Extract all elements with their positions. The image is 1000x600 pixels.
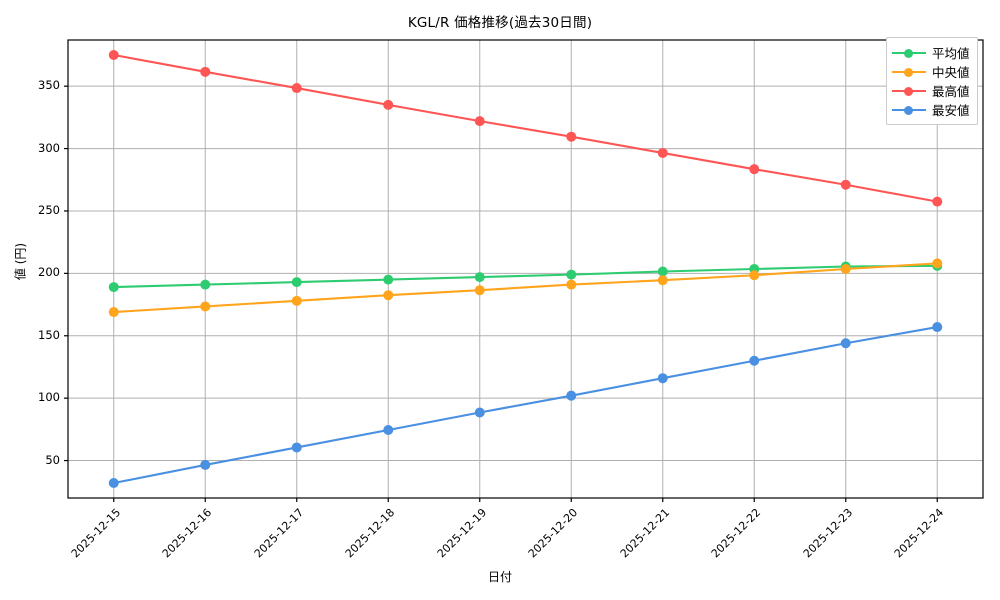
axis-tick-marks <box>64 85 938 502</box>
y-tick-label: 200 <box>38 265 60 280</box>
data-point-marker[interactable] <box>291 83 302 94</box>
data-point-marker[interactable] <box>749 164 760 175</box>
legend-item-2[interactable]: 最高値 <box>892 81 970 100</box>
data-point-marker[interactable] <box>108 307 119 318</box>
data-point-marker[interactable] <box>200 301 211 312</box>
data-point-marker[interactable] <box>932 322 943 333</box>
data-point-marker[interactable] <box>200 459 211 470</box>
y-tick-label: 350 <box>38 78 60 93</box>
data-point-marker[interactable] <box>383 290 394 301</box>
data-point-marker[interactable] <box>657 373 668 384</box>
y-tick-label: 300 <box>38 140 60 155</box>
data-point-marker[interactable] <box>383 274 394 285</box>
data-point-marker[interactable] <box>383 99 394 110</box>
data-point-marker[interactable] <box>566 279 577 290</box>
data-point-marker[interactable] <box>932 196 943 207</box>
y-tick-label: 50 <box>45 452 60 467</box>
data-series-group <box>108 49 943 489</box>
y-tick-label: 150 <box>38 327 60 342</box>
data-point-marker[interactable] <box>566 269 577 280</box>
data-point-marker[interactable] <box>474 285 485 296</box>
legend-label: 中央値 <box>932 65 970 80</box>
data-point-marker[interactable] <box>200 279 211 290</box>
data-series-1 <box>108 258 943 318</box>
legend-label: 平均値 <box>932 46 970 61</box>
data-point-marker[interactable] <box>383 424 394 435</box>
x-axis-label: 日付 <box>487 570 512 584</box>
y-axis-tick-labels: 50 100 150 200 250 300 350 <box>0 0 60 600</box>
data-point-marker[interactable] <box>108 49 119 60</box>
data-point-marker[interactable] <box>566 390 577 401</box>
data-series-2 <box>108 49 943 207</box>
data-point-marker[interactable] <box>840 338 851 349</box>
data-point-marker[interactable] <box>657 275 668 286</box>
data-point-marker[interactable] <box>108 282 119 293</box>
data-point-marker[interactable] <box>840 179 851 190</box>
legend-item-3[interactable]: 最安値 <box>892 100 970 119</box>
y-tick-label: 250 <box>38 202 60 217</box>
legend-item-1[interactable]: 中央値 <box>892 62 970 81</box>
data-point-marker[interactable] <box>749 355 760 366</box>
series-line <box>112 53 939 203</box>
data-point-marker[interactable] <box>474 116 485 127</box>
series-line <box>112 325 939 485</box>
legend-label: 最安値 <box>932 103 970 118</box>
chart-title: KGL/R 価格推移(過去30日間) <box>407 15 593 31</box>
legend-marker-icon <box>892 103 926 117</box>
series-line <box>112 262 939 314</box>
chart-legend: 平均値中央値最高値最安値 <box>886 37 978 125</box>
data-point-marker[interactable] <box>657 266 668 277</box>
data-point-marker[interactable] <box>108 478 119 489</box>
plot-border <box>67 39 984 499</box>
data-point-marker[interactable] <box>566 131 577 142</box>
data-point-marker[interactable] <box>291 295 302 306</box>
legend-marker-icon <box>892 65 926 79</box>
series-line <box>112 264 939 289</box>
data-point-marker[interactable] <box>749 270 760 281</box>
legend-item-0[interactable]: 平均値 <box>892 43 970 62</box>
data-point-marker[interactable] <box>932 258 943 269</box>
data-point-marker[interactable] <box>840 264 851 274</box>
data-series-3 <box>108 322 943 489</box>
legend-marker-icon <box>892 46 926 60</box>
data-point-marker[interactable] <box>474 272 485 283</box>
legend-marker-icon <box>892 84 926 98</box>
data-point-marker[interactable] <box>657 147 668 158</box>
data-point-marker[interactable] <box>200 66 211 77</box>
data-point-marker[interactable] <box>291 442 302 453</box>
data-point-marker[interactable] <box>291 277 302 288</box>
data-point-marker[interactable] <box>474 407 485 418</box>
legend-label: 最高値 <box>932 84 970 99</box>
y-tick-label: 100 <box>38 390 60 405</box>
